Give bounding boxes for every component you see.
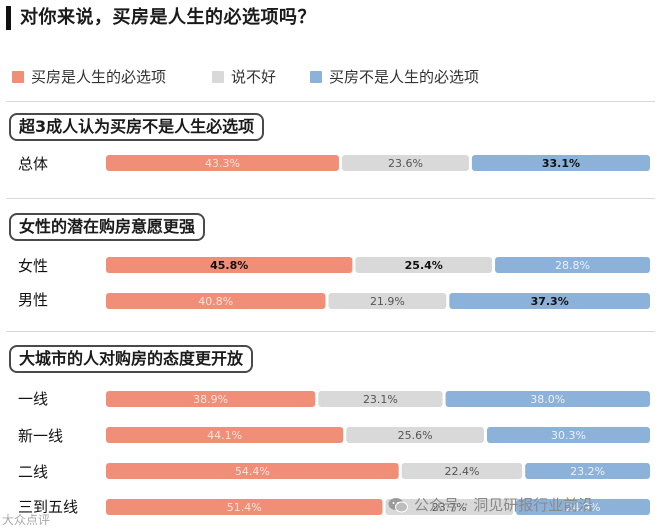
bar-value-label: 23.6% [388,157,423,170]
legend-swatch-not-must-buy [310,70,322,83]
bar-value-label: 37.3% [531,295,569,308]
bar-value-label: 25.4% [405,259,443,272]
title-accent-bar [6,6,11,30]
bar-not-must-buy [449,293,650,309]
bar-not-must-buy [486,427,650,443]
section-heading-gender: 女性的潜在购房意愿更强 [9,213,206,241]
bar-must-buy [106,499,383,515]
bar-must-buy [106,257,353,273]
row-label-female: 女性 [18,257,49,275]
bar-not-must-buy [495,257,650,273]
bar-value-label: 43.3% [205,157,240,170]
row-label-new-tier1: 新一线 [18,427,64,445]
legend-item-unsure: 说不好 [212,66,276,87]
row-label-tier1: 一线 [18,390,49,408]
bar-value-label: 45.8% [210,259,248,272]
bar-value-label: 44.1% [207,429,242,442]
bar-value-label: 40.8% [198,295,233,308]
bar-value-label: 38.0% [530,393,565,406]
watermark-left: 大众点评 [2,513,51,527]
divider [6,101,655,102]
bar-value-label: 33.1% [542,157,580,170]
bar-value-label: 51.4% [227,501,262,514]
bar-must-buy [106,293,326,309]
bar-value-label: 22.4% [444,465,479,478]
page-title: 对你来说，买房是人生的必选项吗？ [20,7,316,28]
bar-value-label: 30.3% [551,429,586,442]
bar-unsure [346,427,484,443]
bar-unsure [401,463,523,479]
watermark-right: 公众号 · 洞见研报行业前沿 [388,494,593,515]
bar-unsure [328,293,447,309]
bar-unsure [355,257,493,273]
divider [6,198,655,199]
bar-not-must-buy [471,155,650,171]
bar-not-must-buy [445,391,650,407]
bar-unsure [318,391,443,407]
bar-unsure [385,499,514,515]
watermark-right-text: 公众号 · 洞见研报行业前沿 [414,496,594,514]
bar-must-buy [106,463,399,479]
row-label-male: 男性 [18,291,49,309]
legend-label-unsure: 说不好 [231,68,277,86]
row-label-tier3-5: 三到五线 [18,498,79,516]
bar-must-buy [106,427,344,443]
divider [6,331,655,332]
wechat-icon [388,497,408,513]
bar-value-label: 23.7% [432,501,467,514]
bar-value-label: 28.8% [555,259,590,272]
section-heading-city-tier: 大城市的人对购房的态度更开放 [9,345,254,373]
bar-value-label: 54.4% [235,465,270,478]
legend-label-must-buy: 买房是人生的必选项 [31,68,167,86]
row-label-tier2: 二线 [18,463,49,481]
bar-value-label: 24.9% [566,501,601,514]
row-label-overall: 总体 [18,155,49,173]
bar-value-label: 38.9% [193,393,228,406]
bar-value-label: 23.2% [570,465,605,478]
bar-must-buy [106,155,339,171]
bar-unsure [341,155,469,171]
bar-value-label: 23.1% [363,393,398,406]
legend-item-must-buy: 买房是人生的必选项 [12,66,166,87]
legend-label-not-must-buy: 买房不是人生的必选项 [329,68,480,86]
legend-swatch-must-buy [12,70,24,83]
section-heading-overall: 超3成人认为买房不是人生必选项 [9,113,265,141]
bar-must-buy [106,391,316,407]
legend-item-not-must-buy: 买房不是人生的必选项 [310,66,479,87]
bar-value-label: 21.9% [370,295,405,308]
bar-not-must-buy [525,463,650,479]
legend-swatch-unsure [212,70,224,83]
bar-value-label: 25.6% [398,429,433,442]
bar-not-must-buy [516,499,650,515]
